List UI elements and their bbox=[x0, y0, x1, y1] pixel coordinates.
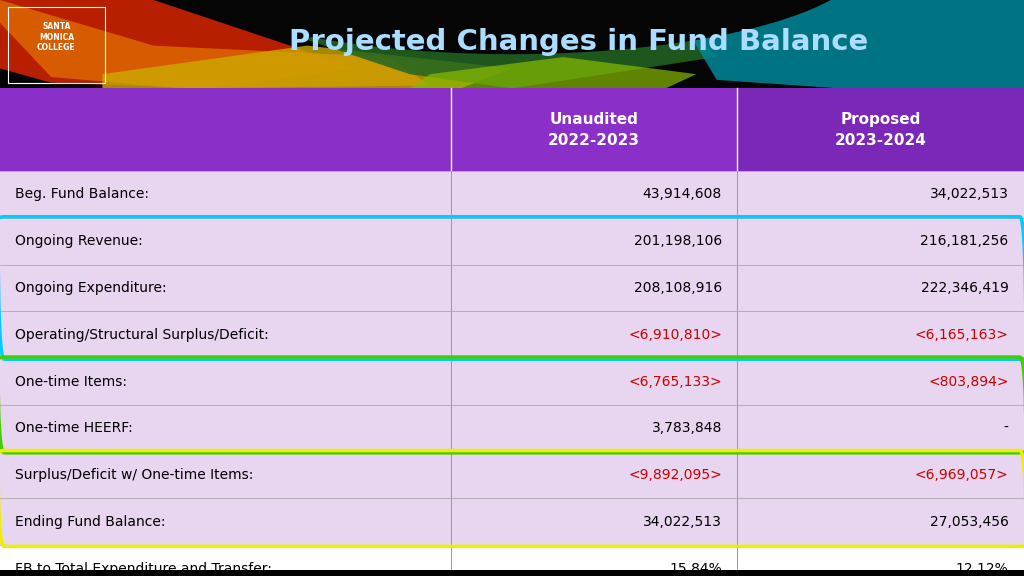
Bar bbox=[0, 545, 1024, 576]
Text: 12.12%: 12.12% bbox=[955, 562, 1009, 575]
Text: <803,894>: <803,894> bbox=[928, 374, 1009, 389]
Text: 34,022,513: 34,022,513 bbox=[930, 187, 1009, 202]
Text: <6,165,163>: <6,165,163> bbox=[914, 328, 1009, 342]
Text: Surplus/Deficit w/ One-time Items:: Surplus/Deficit w/ One-time Items: bbox=[15, 468, 254, 482]
Text: 34,022,513: 34,022,513 bbox=[643, 515, 722, 529]
Text: Projected Changes in Fund Balance: Projected Changes in Fund Balance bbox=[289, 28, 868, 56]
Bar bbox=[8, 7, 105, 83]
Text: Unaudited
2022-2023: Unaudited 2022-2023 bbox=[548, 112, 640, 148]
Polygon shape bbox=[307, 0, 717, 88]
Polygon shape bbox=[0, 0, 358, 88]
Text: Ending Fund Balance:: Ending Fund Balance: bbox=[15, 515, 166, 529]
Text: Ongoing Expenditure:: Ongoing Expenditure: bbox=[15, 281, 167, 295]
Bar bbox=[0, 88, 1024, 576]
Bar bbox=[0, 218, 1024, 264]
Text: Ongoing Revenue:: Ongoing Revenue: bbox=[15, 234, 143, 248]
Text: 201,198,106: 201,198,106 bbox=[634, 234, 722, 248]
Text: FB to Total Expenditure and Transfer:: FB to Total Expenditure and Transfer: bbox=[15, 562, 272, 575]
Text: <6,765,133>: <6,765,133> bbox=[629, 374, 722, 389]
Text: 15.84%: 15.84% bbox=[669, 562, 722, 575]
Text: 222,346,419: 222,346,419 bbox=[921, 281, 1009, 295]
Polygon shape bbox=[0, 0, 430, 88]
Text: One-time Items:: One-time Items: bbox=[15, 374, 127, 389]
Text: <6,910,810>: <6,910,810> bbox=[628, 328, 722, 342]
Bar bbox=[0, 88, 1024, 171]
Bar bbox=[0, 171, 1024, 218]
Bar bbox=[0, 498, 1024, 545]
Text: Beg. Fund Balance:: Beg. Fund Balance: bbox=[15, 187, 150, 202]
Polygon shape bbox=[666, 0, 1024, 88]
Text: SANTA
MONICA
COLLEGE: SANTA MONICA COLLEGE bbox=[37, 22, 76, 52]
Text: <9,892,095>: <9,892,095> bbox=[628, 468, 722, 482]
Bar bbox=[0, 312, 1024, 358]
Ellipse shape bbox=[154, 0, 870, 54]
Bar bbox=[0, 264, 1024, 312]
Text: <6,969,057>: <6,969,057> bbox=[914, 468, 1009, 482]
Bar bbox=[0, 0, 1024, 88]
Text: 208,108,916: 208,108,916 bbox=[634, 281, 722, 295]
Bar bbox=[0, 358, 1024, 405]
Text: 43,914,608: 43,914,608 bbox=[643, 187, 722, 202]
Bar bbox=[737, 88, 1024, 171]
Text: 3,783,848: 3,783,848 bbox=[651, 421, 722, 435]
Text: Proposed
2023-2024: Proposed 2023-2024 bbox=[835, 112, 927, 148]
Polygon shape bbox=[410, 57, 696, 88]
Bar bbox=[0, 452, 1024, 498]
Polygon shape bbox=[102, 46, 512, 88]
Text: Operating/Structural Surplus/Deficit:: Operating/Structural Surplus/Deficit: bbox=[15, 328, 269, 342]
Text: -: - bbox=[1004, 421, 1009, 435]
Text: 216,181,256: 216,181,256 bbox=[921, 234, 1009, 248]
Text: One-time HEERF:: One-time HEERF: bbox=[15, 421, 133, 435]
Bar bbox=[0, 405, 1024, 452]
Text: 27,053,456: 27,053,456 bbox=[930, 515, 1009, 529]
